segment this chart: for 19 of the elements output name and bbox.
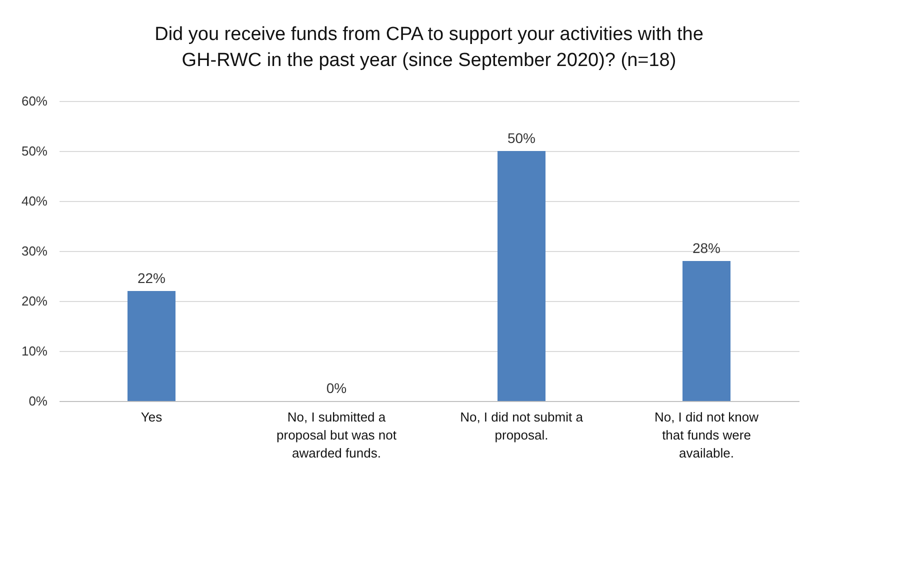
data-label: 50%	[507, 130, 536, 146]
y-tick-label: 20%	[21, 294, 48, 308]
data-label: 28%	[692, 240, 721, 256]
bar	[498, 151, 546, 401]
bar	[682, 261, 730, 401]
y-tick-label: 60%	[21, 94, 48, 108]
y-tick-label: 30%	[21, 244, 48, 258]
data-label: 22%	[137, 270, 166, 286]
y-tick-label: 50%	[21, 144, 48, 158]
x-tick-label: No, I submitted a proposal but was not awarded funds.	[276, 410, 397, 460]
y-tick-label: 40%	[21, 194, 48, 208]
bar	[128, 291, 176, 401]
data-label: 0%	[326, 380, 347, 396]
y-tick-label: 10%	[21, 344, 48, 358]
x-tick-label: No, I did not submit a proposal.	[460, 410, 584, 442]
chart-title: Did you receive funds from CPA to support your activities with the GH-RWC in the past year (since September 2020)? (n=18)	[154, 24, 704, 71]
x-tick-label: No, I did not know that funds were available.	[654, 410, 760, 460]
x-tick-label: Yes	[140, 410, 163, 424]
y-tick-label: 0%	[28, 394, 48, 408]
